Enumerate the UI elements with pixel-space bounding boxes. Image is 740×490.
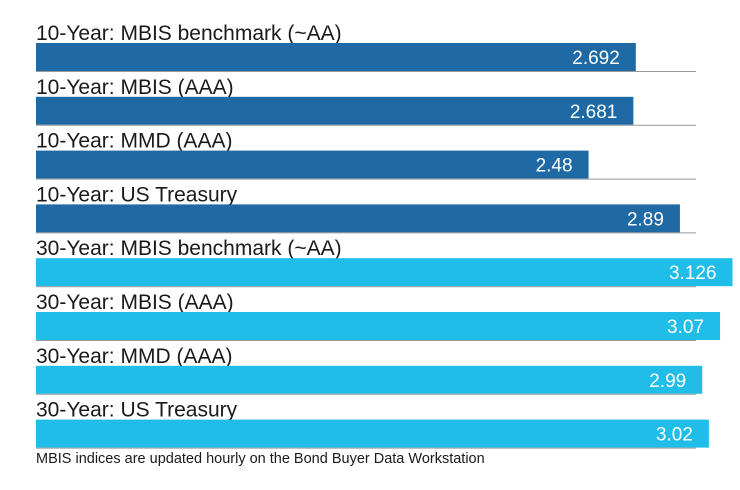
value-label: 2.692 bbox=[572, 48, 620, 69]
value-label: 3.07 bbox=[667, 317, 704, 338]
value-label: 2.89 bbox=[627, 209, 664, 230]
category-label: 10-Year: MBIS benchmark (~AA) bbox=[36, 22, 342, 45]
bar bbox=[36, 312, 721, 340]
bar bbox=[36, 204, 680, 233]
bar bbox=[36, 96, 634, 125]
value-label: 2.48 bbox=[536, 156, 573, 177]
category-label: 30-Year: MMD (AAA) bbox=[36, 345, 232, 368]
bar bbox=[36, 150, 589, 179]
category-label: 10-Year: MMD (AAA) bbox=[36, 130, 232, 153]
category-label: 10-Year: MBIS (AAA) bbox=[36, 76, 234, 99]
bar bbox=[36, 258, 733, 287]
value-label: 3.02 bbox=[656, 425, 693, 446]
value-label: 3.126 bbox=[669, 263, 717, 284]
footnote: MBIS indices are updated hourly on the B… bbox=[36, 451, 485, 467]
category-label: 30-Year: MBIS (AAA) bbox=[36, 291, 234, 314]
category-label: 10-Year: US Treasury bbox=[36, 183, 238, 206]
value-label: 2.99 bbox=[649, 371, 686, 392]
bar bbox=[36, 419, 709, 448]
category-label: 30-Year: US Treasury bbox=[36, 399, 238, 422]
category-label: 30-Year: MBIS benchmark (~AA) bbox=[36, 237, 342, 260]
bar bbox=[36, 43, 636, 71]
value-label: 2.681 bbox=[570, 102, 618, 123]
bar bbox=[36, 365, 703, 394]
